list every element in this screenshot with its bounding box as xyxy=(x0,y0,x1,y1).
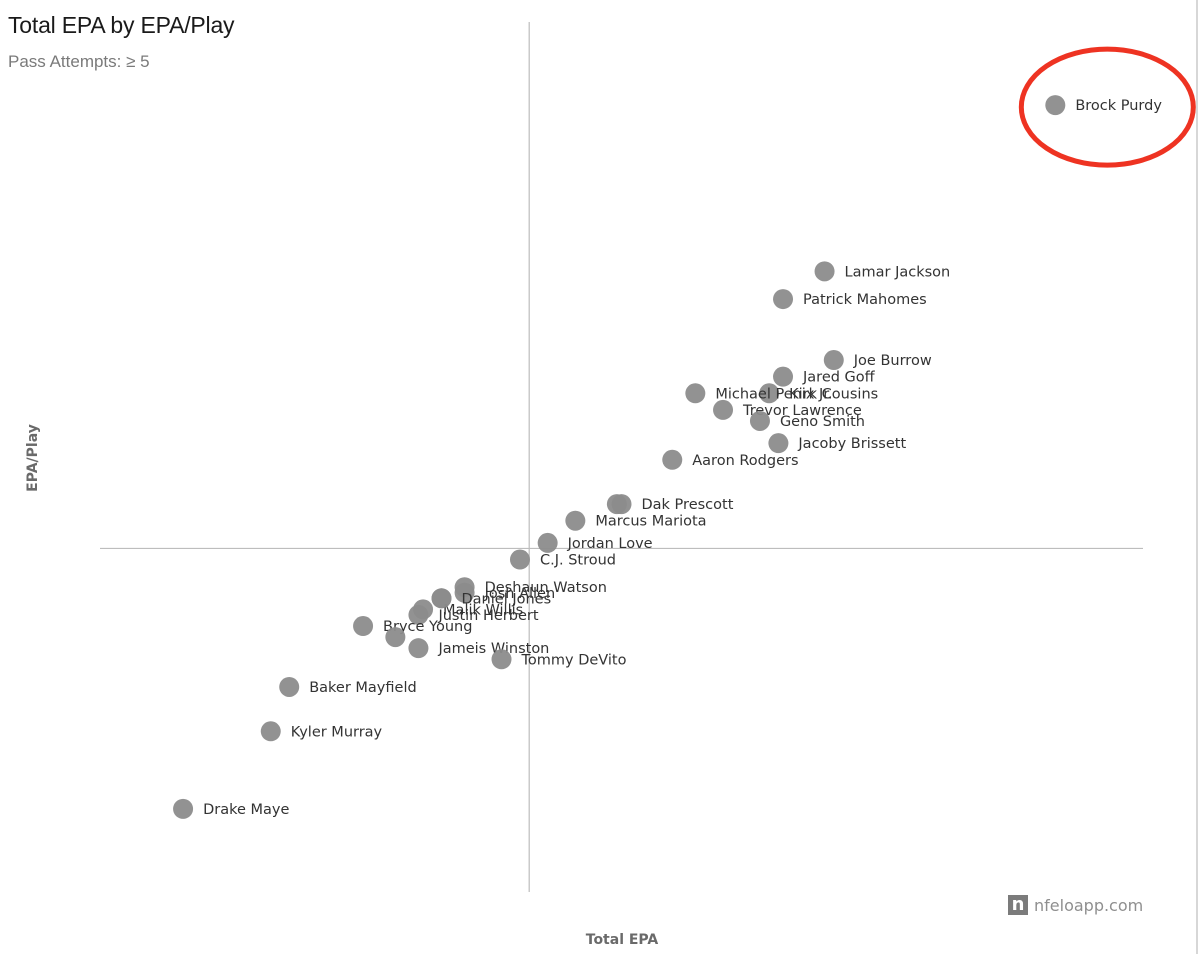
data-point[interactable]: Dak Prescott xyxy=(611,494,734,515)
data-point[interactable]: Patrick Mahomes xyxy=(773,289,927,310)
data-point-marker[interactable] xyxy=(814,261,835,282)
watermark-text: nfeloapp.com xyxy=(1034,895,1144,915)
data-point-marker[interactable] xyxy=(685,383,706,404)
data-point-marker[interactable] xyxy=(537,532,558,553)
data-point[interactable]: Lamar Jackson xyxy=(814,261,951,282)
chart-title: Total EPA by EPA/Play xyxy=(8,12,235,38)
data-point-label: Justin Herbert xyxy=(437,608,538,624)
nfelo-logo-icon: n xyxy=(1008,895,1028,915)
data-point[interactable]: Brock Purdy xyxy=(1045,95,1162,116)
data-point[interactable]: Tommy DeVito xyxy=(491,649,627,670)
data-point-label: Baker Mayfield xyxy=(309,680,416,696)
data-point-marker[interactable] xyxy=(759,383,780,404)
data-point-marker[interactable] xyxy=(662,449,683,470)
data-point-marker[interactable] xyxy=(749,410,770,431)
data-point-marker[interactable] xyxy=(260,721,281,742)
data-point-marker[interactable] xyxy=(173,798,194,819)
data-point-label: Josh Allen xyxy=(484,586,556,602)
data-point-marker[interactable] xyxy=(408,604,429,625)
data-point-label: Bryce Young xyxy=(383,619,472,635)
data-point[interactable]: Baker Mayfield xyxy=(279,676,417,697)
data-point[interactable] xyxy=(385,627,406,648)
data-point-label: Joe Burrow xyxy=(853,353,932,369)
data-point-marker[interactable] xyxy=(353,616,374,637)
data-point[interactable]: Jordan Love xyxy=(537,532,653,553)
data-point-marker[interactable] xyxy=(279,676,300,697)
data-point-label: Patrick Mahomes xyxy=(803,292,927,308)
data-point[interactable]: Kyler Murray xyxy=(260,721,383,742)
data-point-marker[interactable] xyxy=(768,433,789,454)
data-point-label: Michael Penix Jr. xyxy=(715,386,832,402)
data-point-marker[interactable] xyxy=(491,649,512,670)
data-point-label: Jameis Winston xyxy=(437,641,549,657)
data-point-marker[interactable] xyxy=(606,494,627,515)
data-point-label: Aaron Rodgers xyxy=(692,453,798,469)
right-border xyxy=(1196,0,1198,954)
data-point[interactable]: Aaron Rodgers xyxy=(662,449,799,470)
data-point[interactable] xyxy=(431,588,452,609)
data-point-label: Brock Purdy xyxy=(1075,98,1162,114)
data-point-label: Malik Willis xyxy=(443,602,523,618)
data-point-label: Tommy DeVito xyxy=(521,652,627,668)
data-point[interactable]: Justin Herbert xyxy=(408,604,539,625)
data-point[interactable]: C.J. Stroud xyxy=(509,549,616,570)
y-axis-label: EPA/Play xyxy=(25,424,41,492)
data-point-label: Deshaun Watson xyxy=(485,580,607,596)
data-point-label: Kirk Cousins xyxy=(789,386,878,402)
data-point-label: Geno Smith xyxy=(780,414,865,430)
data-point-marker[interactable] xyxy=(773,289,794,310)
data-point-label: Kyler Murray xyxy=(291,724,383,740)
data-point-label: Dak Prescott xyxy=(642,497,734,513)
data-point[interactable]: Kirk Cousins xyxy=(759,383,878,404)
data-point-label: Jacoby Brissett xyxy=(797,436,906,452)
points-layer: Brock Purdy Lamar Jackson Patrick Mahomes J… xyxy=(173,95,1162,819)
data-point-label: Jared Goff xyxy=(802,370,876,386)
data-point-marker[interactable] xyxy=(385,627,406,648)
data-point-label: Lamar Jackson xyxy=(845,264,951,280)
data-point-marker[interactable] xyxy=(823,350,844,371)
data-point[interactable]: Bryce Young xyxy=(353,616,472,637)
data-point-marker[interactable] xyxy=(431,588,452,609)
data-point-label: Trevor Lawrence xyxy=(742,403,862,419)
data-point-marker[interactable] xyxy=(773,366,794,387)
data-point-marker[interactable] xyxy=(454,582,475,603)
data-point-label: Daniel Jones xyxy=(462,591,552,607)
data-point[interactable]: Michael Penix Jr. xyxy=(685,383,833,404)
data-point-label: Marcus Mariota xyxy=(595,514,706,530)
data-point-label: C.J. Stroud xyxy=(540,553,616,569)
x-axis-label: Total EPA xyxy=(586,932,659,948)
data-point-marker[interactable] xyxy=(713,399,734,420)
data-point[interactable]: Joe Burrow xyxy=(823,350,932,371)
data-point-marker[interactable] xyxy=(509,549,530,570)
chart-subtitle: Pass Attempts: ≥ 5 xyxy=(8,52,150,71)
data-point[interactable] xyxy=(606,494,627,515)
data-point[interactable]: Josh Allen xyxy=(454,582,556,603)
highlight-circle xyxy=(1018,46,1196,168)
watermark: n nfeloapp.com xyxy=(1008,895,1143,915)
data-point-marker[interactable] xyxy=(408,638,429,659)
data-point[interactable]: Jared Goff xyxy=(773,366,876,387)
data-point-marker[interactable] xyxy=(565,510,586,531)
data-point[interactable]: Jameis Winston xyxy=(408,638,549,659)
data-point-marker[interactable] xyxy=(1045,95,1066,116)
data-point-label: Jordan Love xyxy=(567,536,653,552)
data-point[interactable]: Drake Maye xyxy=(173,798,289,819)
data-point-label: Drake Maye xyxy=(203,802,289,818)
data-point[interactable]: Jacoby Brissett xyxy=(768,433,906,454)
data-point[interactable]: Marcus Mariota xyxy=(565,510,707,531)
data-point[interactable]: Geno Smith xyxy=(749,410,865,431)
data-point[interactable]: Trevor Lawrence xyxy=(713,399,862,420)
